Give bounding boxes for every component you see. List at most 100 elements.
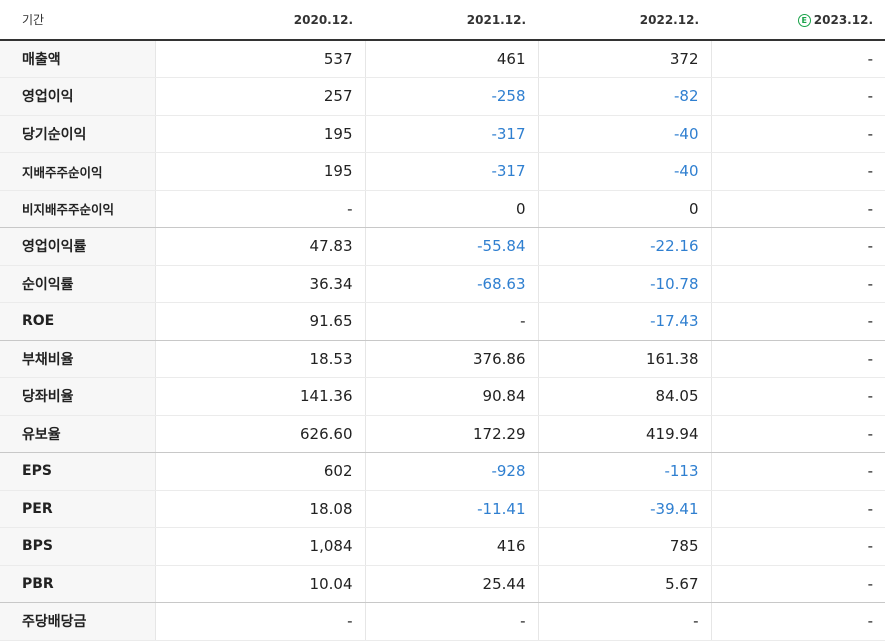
header-row: 기간 2020.12. 2021.12. 2022.12. E 2023.12. bbox=[0, 0, 885, 41]
table-row: 순이익률 36.34 -68.63 -10.78- bbox=[0, 265, 885, 303]
table-cell: - bbox=[710, 602, 885, 641]
table-cell: 257 bbox=[154, 77, 365, 116]
table-cell: 372 bbox=[537, 40, 711, 78]
row-label: 매출액 bbox=[0, 40, 155, 78]
table-cell: - bbox=[364, 302, 538, 341]
table-cell: -40 bbox=[537, 115, 711, 153]
table-cell: 195 bbox=[154, 152, 365, 191]
table-cell: 1,084 bbox=[154, 527, 365, 566]
period-header-2021: 2021.12. bbox=[365, 0, 538, 41]
table-cell: -258 bbox=[364, 77, 538, 116]
table-cell: 84.05 bbox=[537, 377, 711, 416]
table-cell: - bbox=[710, 227, 885, 266]
table-cell: -40 bbox=[537, 152, 711, 191]
row-label: 순이익률 bbox=[0, 265, 155, 303]
table-cell: - bbox=[710, 302, 885, 341]
table-cell: -11.41 bbox=[364, 490, 538, 528]
table-row: PBR 10.04 25.44 5.67- bbox=[0, 565, 885, 603]
table-cell: 172.29 bbox=[364, 415, 538, 453]
table-cell: -68.63 bbox=[364, 265, 538, 303]
table-row: 매출액 537 461 372- bbox=[0, 40, 885, 78]
table-cell: 785 bbox=[537, 527, 711, 566]
row-label: 유보율 bbox=[0, 415, 155, 453]
table-row: ROE 91.65- -17.43- bbox=[0, 302, 885, 341]
table-cell: 416 bbox=[364, 527, 538, 566]
table-cell: 5.67 bbox=[537, 565, 711, 603]
table-row: 유보율 626.60 172.29 419.94- bbox=[0, 415, 885, 453]
table-row: 비지배주주순이익 -0 0- bbox=[0, 190, 885, 228]
table-cell: - bbox=[364, 602, 538, 641]
table-cell: 25.44 bbox=[364, 565, 538, 603]
table-row: 주당배당금 - - - - bbox=[0, 602, 885, 641]
table-cell: 36.34 bbox=[154, 265, 365, 303]
table-row: PER 18.08 -11.41 -39.41- bbox=[0, 490, 885, 528]
row-label: 당좌비율 bbox=[0, 377, 155, 416]
row-label: EPS bbox=[0, 452, 155, 491]
table-cell: -39.41 bbox=[537, 490, 711, 528]
table-cell: 161.38 bbox=[537, 340, 711, 378]
table-cell: - bbox=[154, 602, 365, 641]
table-cell: 195 bbox=[154, 115, 365, 153]
table-row: 영업이익률 47.83 -55.84 -22.16- bbox=[0, 227, 885, 266]
row-label: PBR bbox=[0, 565, 155, 603]
table-cell: - bbox=[710, 115, 885, 153]
table-cell: - bbox=[710, 377, 885, 416]
table-cell: - bbox=[710, 265, 885, 303]
table-cell: 376.86 bbox=[364, 340, 538, 378]
table-cell: -317 bbox=[364, 115, 538, 153]
table-cell: - bbox=[710, 340, 885, 378]
period-header-2023-estimate: E 2023.12. bbox=[711, 0, 885, 41]
table-cell: -82 bbox=[537, 77, 711, 116]
table-cell: 91.65 bbox=[154, 302, 365, 341]
table-cell: - bbox=[710, 40, 885, 78]
table-cell: 0 bbox=[537, 190, 711, 228]
estimate-icon: E bbox=[797, 13, 811, 27]
table-cell: - bbox=[710, 152, 885, 191]
table-row: EPS 602 -928 -113- bbox=[0, 452, 885, 491]
period-header-2023-label: 2023.12. bbox=[813, 12, 873, 27]
table-row: 지배주주순이익 195 -317 -40- bbox=[0, 152, 885, 191]
table-cell: - bbox=[537, 602, 711, 641]
row-label: ROE bbox=[0, 302, 155, 341]
row-label: 부채비율 bbox=[0, 340, 155, 378]
table-cell: - bbox=[710, 415, 885, 453]
period-label-header: 기간 bbox=[0, 0, 155, 41]
table-cell: 10.04 bbox=[154, 565, 365, 603]
row-label: 당기순이익 bbox=[0, 115, 155, 153]
table-row: 당기순이익 195 -317 -40- bbox=[0, 115, 885, 153]
row-label: 비지배주주순이익 bbox=[0, 190, 155, 228]
row-label: 지배주주순이익 bbox=[0, 152, 155, 191]
table-cell: 18.08 bbox=[154, 490, 365, 528]
table-cell: 461 bbox=[364, 40, 538, 78]
table-cell: - bbox=[710, 452, 885, 491]
table-cell: 18.53 bbox=[154, 340, 365, 378]
table-cell: - bbox=[710, 527, 885, 566]
table-cell: - bbox=[154, 190, 365, 228]
table-cell: -17.43 bbox=[537, 302, 711, 341]
row-label: 영업이익률 bbox=[0, 227, 155, 266]
table-cell: -317 bbox=[364, 152, 538, 191]
table-cell: 47.83 bbox=[154, 227, 365, 266]
table-cell: -113 bbox=[537, 452, 711, 491]
table-row: BPS 1,084 416 785- bbox=[0, 527, 885, 566]
table-cell: 626.60 bbox=[154, 415, 365, 453]
table-cell: 602 bbox=[154, 452, 365, 491]
table-cell: -22.16 bbox=[537, 227, 711, 266]
table-row: 당좌비율 141.36 90.84 84.05- bbox=[0, 377, 885, 416]
table-row: 영업이익 257 -258 -82- bbox=[0, 77, 885, 116]
period-header-2022: 2022.12. bbox=[538, 0, 711, 41]
table-cell: - bbox=[710, 77, 885, 116]
table-cell: -928 bbox=[364, 452, 538, 491]
row-label: PER bbox=[0, 490, 155, 528]
table-cell: -10.78 bbox=[537, 265, 711, 303]
row-label: 영업이익 bbox=[0, 77, 155, 116]
row-label: BPS bbox=[0, 527, 155, 566]
table-cell: - bbox=[710, 190, 885, 228]
period-header-2020: 2020.12. bbox=[155, 0, 365, 41]
table-row: 부채비율 18.53 376.86 161.38- bbox=[0, 340, 885, 378]
table-cell: 0 bbox=[364, 190, 538, 228]
table-cell: -55.84 bbox=[364, 227, 538, 266]
table-cell: 141.36 bbox=[154, 377, 365, 416]
table-cell: - bbox=[710, 490, 885, 528]
